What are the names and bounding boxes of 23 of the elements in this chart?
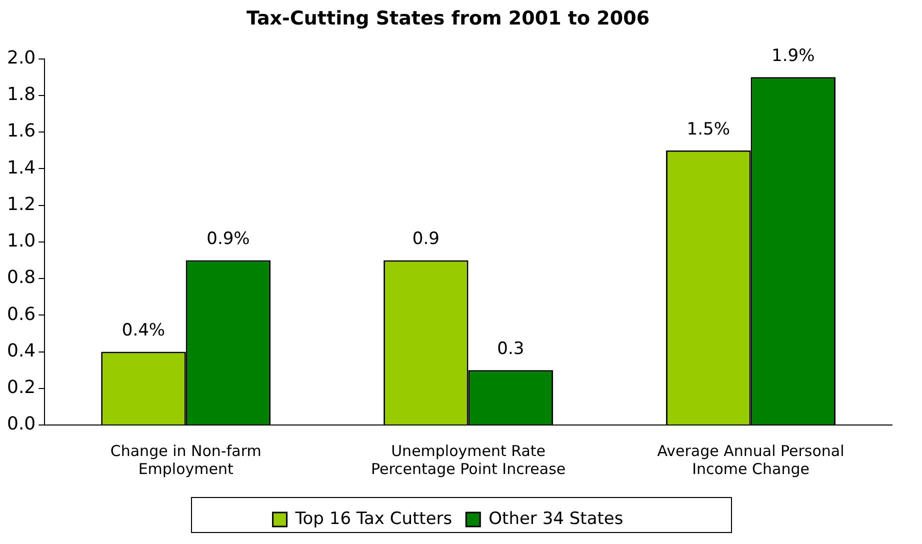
data-label: 1.9% [772,46,815,66]
data-label: 0.4% [122,320,166,341]
legend-label: Top 16 Tax Cutters [294,508,452,529]
y-tick-label: 1.4 [6,157,36,178]
chart-title: Tax-Cutting States from 2001 to 2006 [246,7,650,30]
y-tick-label: 1.6 [6,120,36,142]
legend-label: Other 34 States [488,508,624,529]
y-tick-label: 0.6 [6,304,36,325]
x-tick-label: Unemployment Rate Percentage Point Increase [370,442,566,478]
y-tick-label: 0.2 [6,377,36,398]
data-label: 1.5% [686,119,730,140]
x-tick-label: Average Annual Personal Income Change [657,442,844,478]
y-tick-label: 1.0 [6,230,36,252]
y-tick-label: 0.4 [6,340,36,362]
y-tick-label: 1.8 [6,84,36,106]
data-label: 0.9 [412,229,440,250]
y-tick-label: 2.0 [6,47,36,68]
data-label: 0.9% [206,229,250,250]
y-tick-label: 0.8 [6,267,36,288]
x-tick-label: Change in Non-farm Employment [110,442,262,478]
y-tick-label: 1.2 [6,194,36,215]
data-label: 0.3 [497,338,524,359]
y-tick-label: 0.0 [6,414,36,435]
